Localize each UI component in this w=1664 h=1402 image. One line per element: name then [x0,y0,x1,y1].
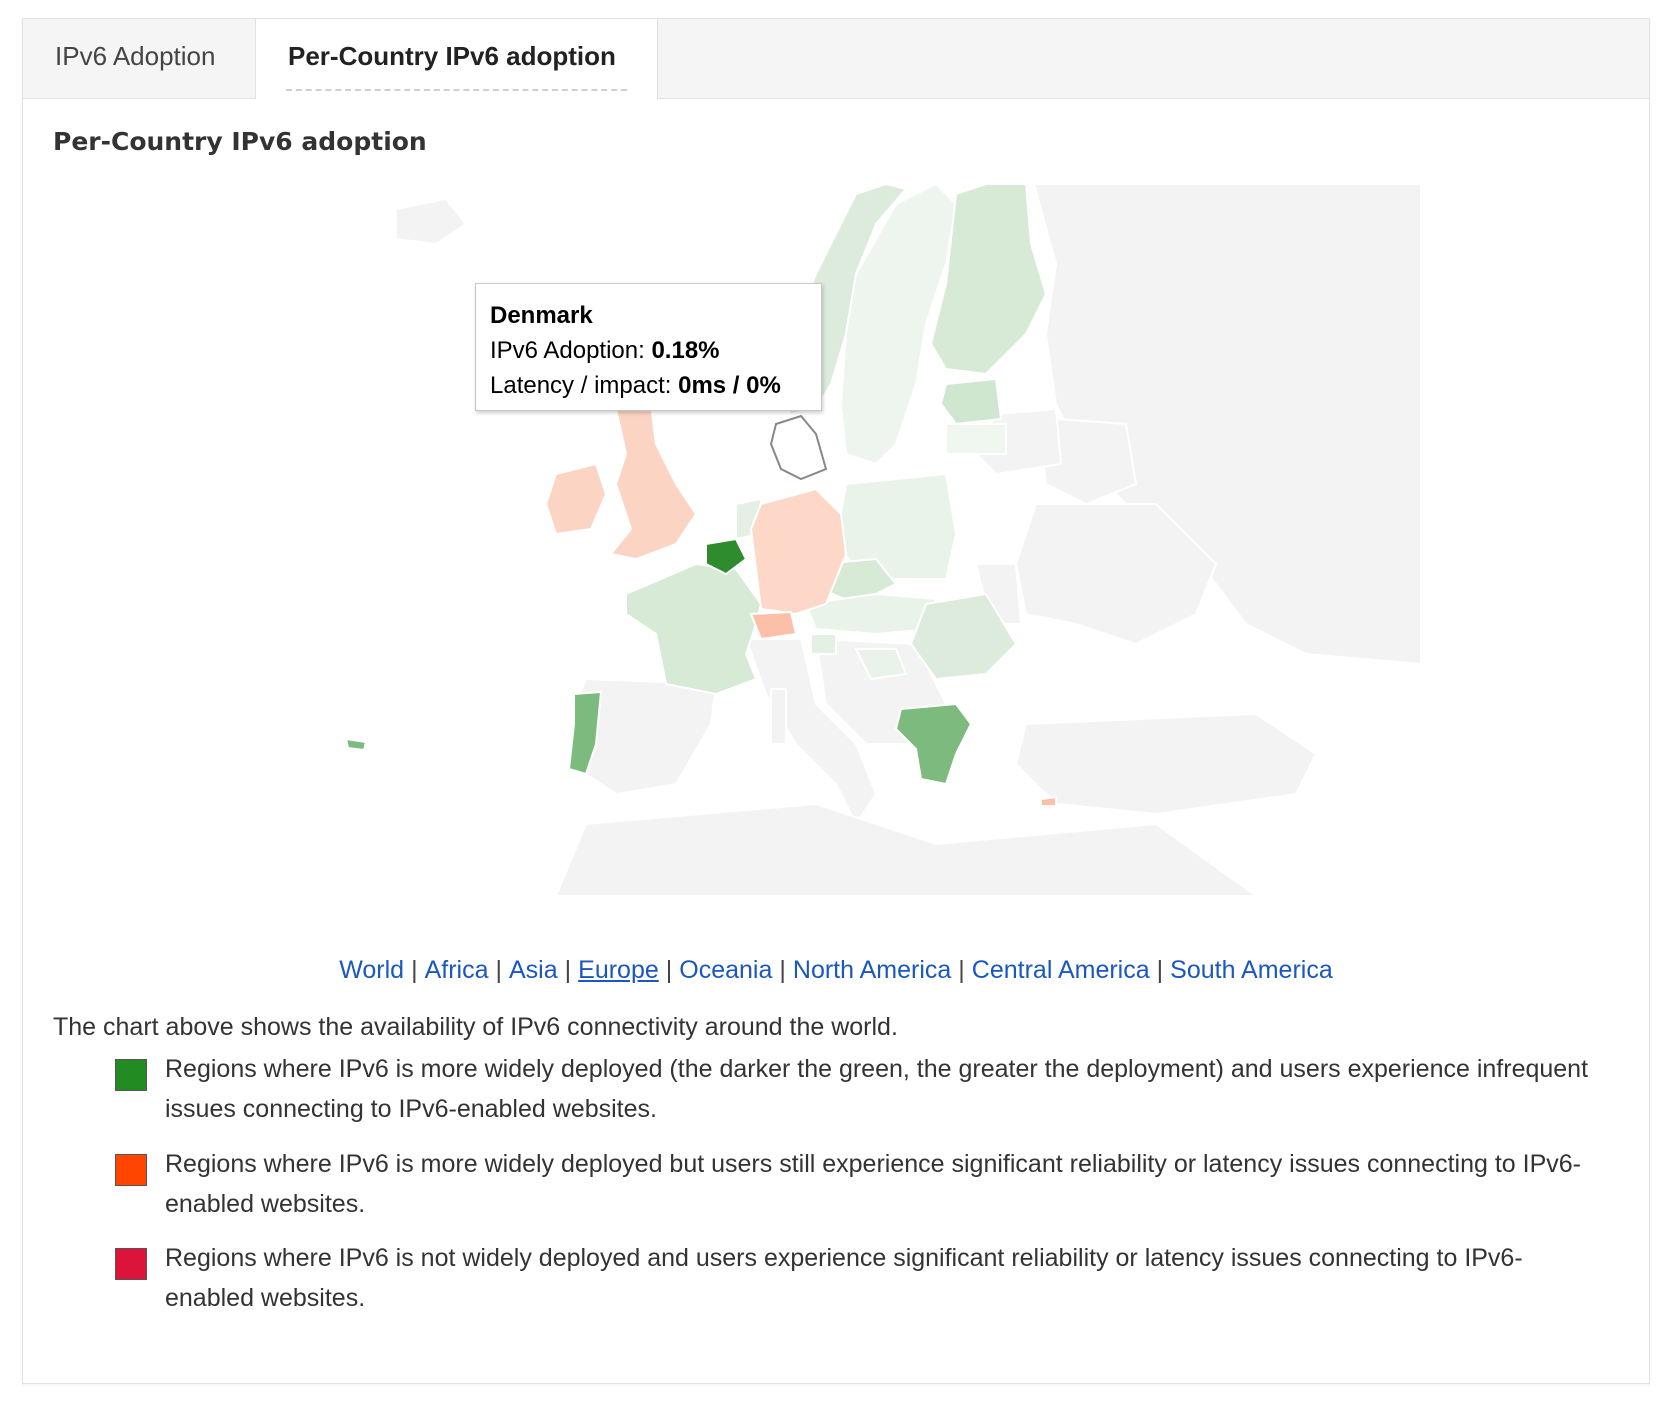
tooltip-adoption-value: 0.18% [651,337,720,364]
europe-map[interactable] [256,184,1421,896]
country-corsica[interactable] [770,688,787,745]
tooltip-latency-row: Latency / impact: 0ms / 0% [490,368,807,403]
section-title: Per-Country IPv6 adoption [53,127,427,156]
country-sweden[interactable] [839,184,958,466]
tab-active-indicator [286,89,627,91]
country-finland[interactable] [929,184,1048,376]
map-svg[interactable] [256,184,1421,896]
legend-text: Regions where IPv6 is more widely deploy… [165,1150,1581,1218]
legend-swatch-red [115,1248,147,1280]
link-europe[interactable]: Europe [578,956,659,984]
tooltip-latency-value: 0ms / 0% [678,372,781,399]
link-oceania[interactable]: Oceania [679,956,773,984]
legend-swatch-orange [115,1154,147,1186]
separator: | [958,956,965,984]
country-ireland[interactable] [544,462,608,536]
separator: | [665,956,673,984]
region-links: World | Africa | Asia | Europe | Oceania | North A… [23,956,1649,985]
intro-text: The chart above shows the availability o… [53,1013,898,1041]
legend-text: Regions where IPv6 is not widely deploye… [165,1244,1523,1312]
link-africa[interactable]: Africa [424,956,489,984]
tab-bar: IPv6 Adoption Per-Country IPv6 adoption [23,19,1649,100]
country-belgium[interactable] [705,537,748,576]
country-united-kingdom[interactable] [609,402,698,561]
separator: | [1156,956,1164,984]
country-ukraine[interactable] [1014,503,1218,646]
country-iceland[interactable] [395,197,468,246]
link-world[interactable]: World [339,956,405,984]
country-denmark[interactable] [769,414,828,481]
country-switzerland[interactable] [749,610,798,641]
country-latvia[interactable] [945,423,1007,455]
country-germany[interactable] [749,487,848,616]
country-azores[interactable] [344,737,368,752]
country-cyprus[interactable] [1040,795,1057,807]
separator: | [411,956,418,984]
separator: | [495,956,503,984]
link-north-america[interactable]: North America [792,956,952,984]
country-estonia[interactable] [939,377,1003,426]
map-tooltip: Denmark IPv6 Adoption: 0.18% Latency / i… [475,283,822,411]
country-slovenia[interactable] [810,633,837,655]
tooltip-latency-label: Latency / impact: [490,372,672,399]
link-asia[interactable]: Asia [509,956,558,984]
tooltip-adoption-label: IPv6 Adoption: [490,337,645,364]
country-portugal[interactable] [567,690,603,776]
tooltip-country: Denmark [490,302,593,329]
legend-swatch-green [115,1059,147,1091]
country-north-africa[interactable] [554,802,1258,896]
separator: | [779,956,786,984]
tab-label: Per-Country IPv6 adoption [288,41,616,71]
tab-ipv6-adoption[interactable]: IPv6 Adoption [23,19,256,99]
link-south-america[interactable]: South America [1170,956,1333,984]
separator: | [564,956,572,984]
country-romania[interactable] [909,592,1018,681]
tab-per-country-ipv6-adoption[interactable]: Per-Country IPv6 adoption [256,19,658,100]
country-bosnia[interactable] [854,648,908,681]
tooltip-adoption-row: IPv6 Adoption: 0.18% [490,333,807,368]
ipv6-panel: IPv6 Adoption Per-Country IPv6 adoption … [22,18,1650,1384]
country-greece[interactable] [894,702,973,786]
country-france[interactable] [625,562,763,696]
country-turkey[interactable] [1014,712,1318,816]
legend-text: Regions where IPv6 is more widely deploy… [165,1055,1589,1123]
link-central-america[interactable]: Central America [971,956,1150,984]
